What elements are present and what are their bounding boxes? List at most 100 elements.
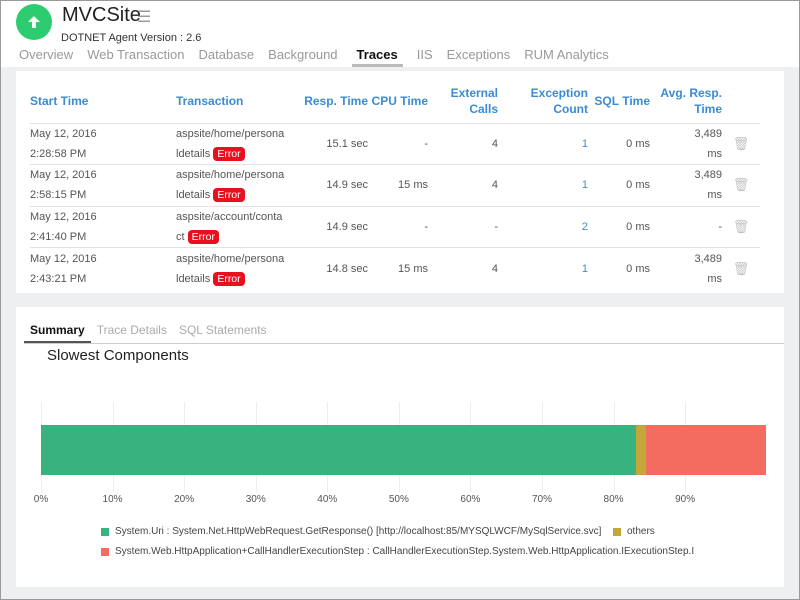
arrow-up-icon — [16, 4, 52, 40]
sql-time: 0 ms — [588, 247, 650, 289]
legend-item[interactable]: System.Uri : System.Net.HttpWebRequest.G… — [101, 526, 601, 537]
table-row[interactable]: May 12, 2016 2:43:21 PM aspsite/home/perso… — [30, 247, 760, 289]
column-header[interactable]: Start Time — [30, 93, 89, 108]
avg-resp-time: - — [650, 205, 722, 248]
start-time-cell: May 12, 2016 2:43:21 PM — [30, 247, 176, 289]
bar-segment[interactable] — [636, 425, 647, 475]
agent-version: DOTNET Agent Version : 2.6 — [61, 32, 202, 44]
error-badge: Error — [213, 271, 245, 286]
start-time-cell: May 12, 2016 2:41:40 PM — [30, 205, 176, 248]
column-header[interactable]: SQL Time — [594, 93, 650, 108]
column-header[interactable]: CPU Time — [371, 93, 428, 108]
cpu-time: - — [368, 122, 428, 165]
legend-label: others — [627, 526, 655, 537]
table-row[interactable]: May 12, 2016 2:41:40 PM aspsite/account/co… — [30, 205, 760, 248]
transaction-name[interactable]: aspsite/home/persona — [176, 127, 285, 140]
resp-time: 15.1 sec — [296, 122, 368, 165]
column-header[interactable]: External Calls — [450, 85, 498, 116]
legend-label: System.Uri : System.Net.HttpWebRequest.G… — [115, 526, 602, 537]
delete-trace-button[interactable]: 🗑 — [722, 122, 760, 165]
x-tick-label: 20% — [174, 494, 195, 505]
transaction-name-end[interactable]: ldetails — [176, 272, 211, 285]
trash-icon[interactable]: 🗑 — [732, 218, 750, 234]
tab-traces[interactable]: Traces — [351, 47, 403, 67]
exception-count[interactable]: 1 — [498, 247, 588, 289]
avg-value: 3,489 — [694, 252, 722, 265]
transaction-name[interactable]: aspsite/home/persona — [176, 169, 285, 182]
transaction-name-end[interactable]: ldetails — [176, 189, 211, 202]
resp-time: 14.9 sec — [296, 205, 368, 248]
bar-segment[interactable] — [41, 425, 637, 475]
bar-segment[interactable] — [646, 425, 766, 475]
tab-database[interactable]: Database — [198, 47, 255, 62]
x-tick-label: 40% — [317, 494, 338, 505]
transaction-name[interactable]: aspsite/account/conta — [176, 210, 283, 223]
traces-table: Start Time Transaction Resp. Time CPU Time E… — [30, 79, 760, 289]
date: May 12, 2016 — [30, 210, 97, 223]
subtab-sql-statements[interactable]: SQL Statements — [178, 323, 267, 337]
transaction-name[interactable]: aspsite/home/persona — [176, 252, 285, 265]
avg-resp-time: 3,489 ms — [650, 247, 722, 289]
main-tabs: Overview Web Transaction Database Backgroun… — [19, 47, 609, 67]
transaction-name-end[interactable]: ldetails — [176, 147, 211, 160]
trash-icon[interactable]: 🗑 — [732, 177, 750, 193]
tab-exceptions[interactable]: Exceptions — [446, 47, 511, 62]
avg-value: - — [718, 220, 722, 233]
avg-value: 3,489 — [694, 127, 722, 140]
transaction-name-cont: ldetails Error — [176, 185, 296, 205]
tab-iis[interactable]: IIS — [416, 47, 433, 62]
column-header[interactable]: Avg. Resp. Time — [660, 85, 722, 116]
tab-rum-analytics[interactable]: RUM Analytics — [524, 47, 609, 62]
exception-count[interactable]: 1 — [498, 122, 588, 165]
trash-icon[interactable]: 🗑 — [732, 135, 750, 151]
app-header: MVCSite ☰ DOTNET Agent Version : 2.6 Ove… — [1, 1, 799, 67]
external-calls: 4 — [428, 164, 498, 206]
column-header[interactable]: Exception Count — [530, 85, 588, 116]
exception-count[interactable]: 1 — [498, 164, 588, 206]
legend-item[interactable]: others — [613, 526, 655, 537]
transaction-cell[interactable]: aspsite/home/persona ldetails Error — [176, 122, 296, 165]
trash-icon[interactable]: 🗑 — [732, 260, 750, 276]
tab-overview[interactable]: Overview — [19, 47, 74, 62]
chart-title: Slowest Components — [47, 347, 189, 364]
time: 2:28:58 PM — [30, 147, 87, 160]
legend-item[interactable]: System.Web.HttpApplication+CallHandlerEx… — [101, 546, 694, 557]
transaction-cell[interactable]: aspsite/home/persona ldetails Error — [176, 247, 296, 289]
x-tick-label: 50% — [388, 494, 409, 505]
start-time-cell: May 12, 2016 2:28:58 PM — [30, 122, 176, 165]
tab-web-transaction[interactable]: Web Transaction — [87, 47, 185, 62]
date: May 12, 2016 — [30, 127, 97, 140]
app-title: MVCSite — [62, 4, 141, 26]
table-row[interactable]: May 12, 2016 2:58:15 PM aspsite/home/perso… — [30, 164, 760, 206]
column-header[interactable]: Transaction — [176, 93, 244, 108]
avg-value: 3,489 — [694, 169, 722, 182]
hamburger-menu-icon[interactable]: ☰ — [137, 9, 152, 26]
subtab-summary[interactable]: Summary — [24, 321, 91, 343]
transaction-name-end[interactable]: ct — [176, 230, 185, 243]
start-time-cell: May 12, 2016 2:58:15 PM — [30, 164, 176, 206]
error-badge: Error — [213, 146, 245, 161]
delete-trace-button[interactable]: 🗑 — [722, 205, 760, 248]
delete-trace-button[interactable]: 🗑 — [722, 164, 760, 206]
tab-background[interactable]: Background — [268, 47, 338, 62]
exception-count[interactable]: 2 — [498, 205, 588, 248]
date: May 12, 2016 — [30, 252, 97, 265]
external-calls: 4 — [428, 122, 498, 165]
resp-time: 14.8 sec — [296, 247, 368, 289]
summary-tabs: Summary Trace Details SQL Statements — [24, 321, 784, 344]
avg-unit: ms — [707, 147, 722, 160]
delete-trace-button[interactable]: 🗑 — [722, 247, 760, 289]
time: 2:43:21 PM — [30, 272, 87, 285]
traces-panel: Start Time Transaction Resp. Time CPU Time E… — [16, 71, 784, 293]
x-tick-label: 90% — [675, 494, 696, 505]
transaction-name-cont: ldetails Error — [176, 144, 296, 164]
transaction-cell[interactable]: aspsite/account/conta ct Error — [176, 205, 296, 248]
table-row[interactable]: May 12, 2016 2:28:58 PM aspsite/home/perso… — [30, 122, 760, 165]
x-tick-label: 70% — [531, 494, 552, 505]
avg-unit: ms — [707, 189, 722, 202]
subtab-trace-details[interactable]: Trace Details — [96, 323, 167, 337]
transaction-name-cont: ldetails Error — [176, 269, 296, 289]
transaction-cell[interactable]: aspsite/home/persona ldetails Error — [176, 164, 296, 206]
column-header[interactable]: Resp. Time — [304, 93, 368, 108]
cpu-time: - — [368, 205, 428, 248]
